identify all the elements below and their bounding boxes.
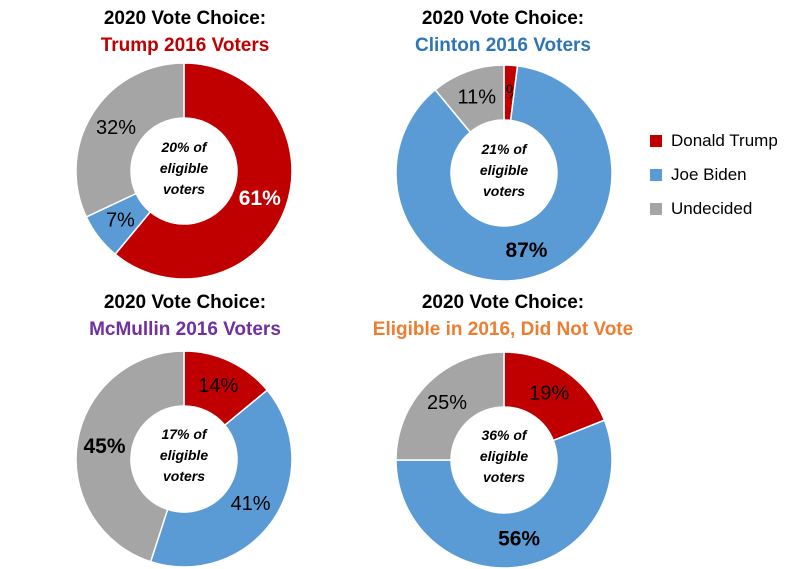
chart-subtitle: Eligible in 2016, Did Not Vote xyxy=(372,319,634,340)
data-label: 32% xyxy=(96,117,136,139)
donut-slice-trump xyxy=(114,62,293,280)
chart-panel-did-not-vote-2016: 2020 Vote Choice: Eligible in 2016, Did … xyxy=(318,285,688,569)
legend-swatch xyxy=(650,169,662,181)
legend-label: Donald Trump xyxy=(671,131,778,150)
center-line: 17% of xyxy=(161,426,207,442)
center-line: eligible xyxy=(159,160,209,176)
data-label: 14% xyxy=(198,375,238,397)
chart-title: 2020 Vote Choice: xyxy=(103,292,267,313)
data-label: 56% xyxy=(498,528,540,551)
donut-center-text: 17% of eligible voters xyxy=(134,424,234,487)
center-line: 36% of xyxy=(481,427,527,443)
donut-center-text: 36% of eligible voters xyxy=(454,425,554,488)
legend-item-biden: Joe Biden xyxy=(650,158,778,192)
donut-slice-biden xyxy=(395,65,613,282)
donut-chart: 2%87%11% xyxy=(395,64,613,282)
legend-swatch xyxy=(650,203,662,215)
donut-center-text: 20% of eligible voters xyxy=(134,137,234,200)
chart-title: 2020 Vote Choice: xyxy=(421,292,585,313)
donut-chart: 19% 56% 25% xyxy=(395,351,613,569)
data-label: 11% xyxy=(457,86,496,108)
legend-label: Undecided xyxy=(671,199,753,218)
chart-panel-trump-2016: 2020 Vote Choice: Trump 2016 Voters 61% 7… xyxy=(0,0,370,285)
center-line: 20% of xyxy=(161,139,207,155)
center-line: 21% of xyxy=(481,141,527,157)
data-label: 45% xyxy=(83,435,125,458)
center-line: voters xyxy=(482,469,526,485)
legend-label: Joe Biden xyxy=(671,165,747,184)
chart-subtitle: McMullin 2016 Voters xyxy=(89,319,281,340)
center-line: eligible xyxy=(479,162,529,178)
donut-slice-undecided xyxy=(434,64,505,134)
center-line: voters xyxy=(162,468,206,484)
donut-slice-undecided xyxy=(75,350,185,563)
legend-item-trump: Donald Trump xyxy=(650,124,778,158)
donut-chart: 14% 41% 45% xyxy=(75,350,293,568)
chart-title: 2020 Vote Choice: xyxy=(103,8,267,29)
data-label: 25% xyxy=(427,392,467,414)
data-label: 61% xyxy=(239,187,281,210)
legend-item-undecided: Undecided xyxy=(650,192,778,226)
donut-chart: 61% 7% 32% xyxy=(75,62,293,280)
chart-panel-mcmullin-2016: 2020 Vote Choice: McMullin 2016 Voters 1… xyxy=(0,285,370,569)
center-line: eligible xyxy=(159,447,209,463)
center-line: eligible xyxy=(479,448,529,464)
legend-swatch xyxy=(650,135,662,147)
chart-legend: Donald Trump Joe Biden Undecided xyxy=(650,124,778,226)
center-line: voters xyxy=(162,181,206,197)
center-line: voters xyxy=(482,183,526,199)
chart-subtitle: Trump 2016 Voters xyxy=(100,35,270,56)
data-label: 19% xyxy=(529,382,569,404)
donut-slice-biden xyxy=(149,389,293,568)
donut-center-text: 21% of eligible voters xyxy=(454,139,554,202)
donut-slice-biden xyxy=(395,419,613,569)
data-label: 87% xyxy=(505,239,547,262)
donut-slice-undecided xyxy=(395,351,505,461)
data-label: 41% xyxy=(231,493,271,515)
chart-title: 2020 Vote Choice: xyxy=(421,8,585,29)
donut-slice-undecided xyxy=(75,62,185,218)
chart-panel-clinton-2016: 2020 Vote Choice: Clinton 2016 Voters 2%… xyxy=(318,0,688,285)
chart-subtitle: Clinton 2016 Voters xyxy=(415,35,591,56)
data-label: 7% xyxy=(106,209,135,231)
